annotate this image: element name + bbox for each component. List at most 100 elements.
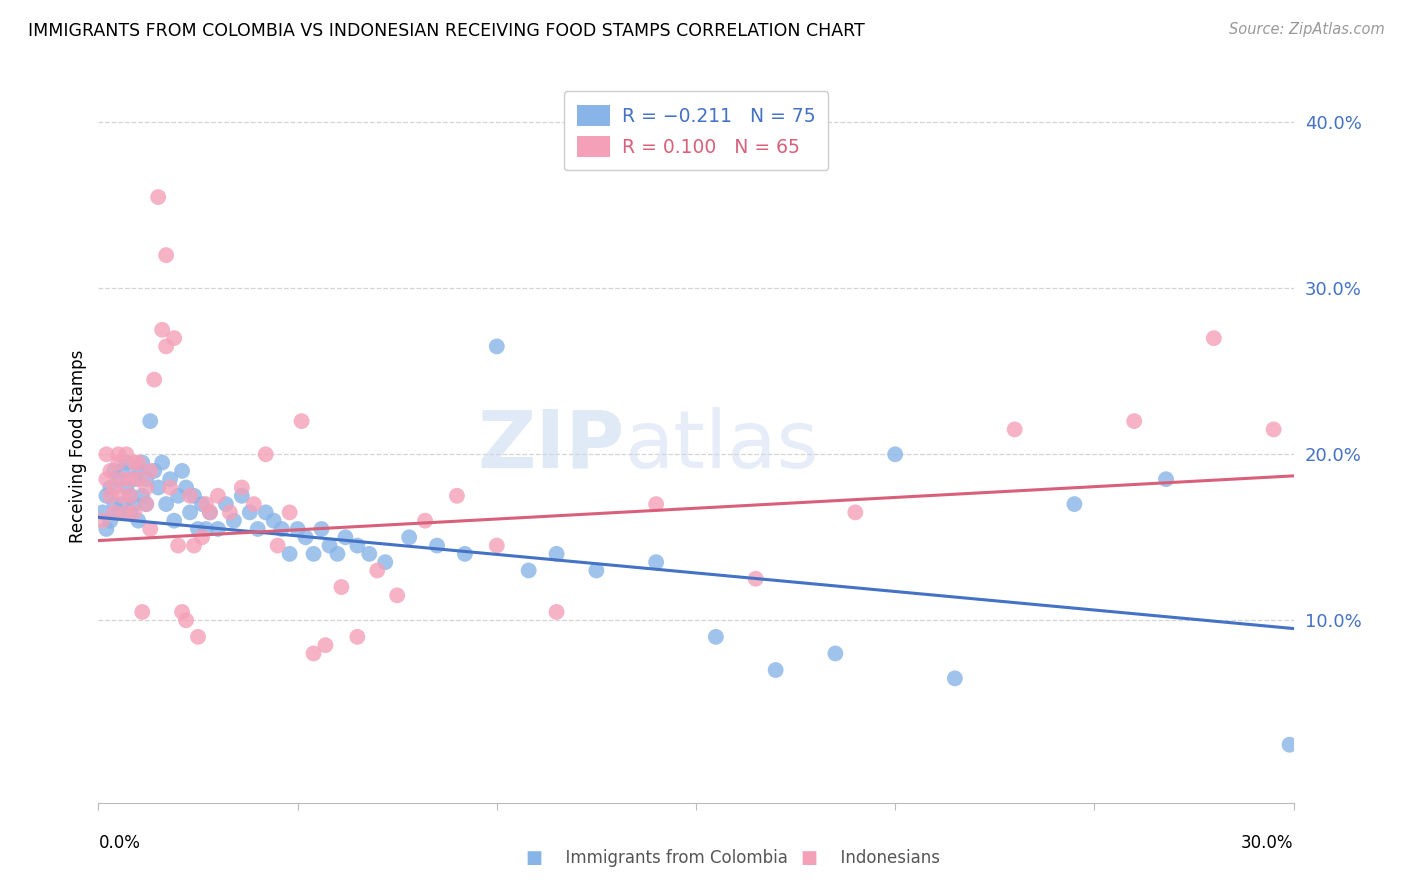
Point xyxy=(111,472,134,486)
Point xyxy=(346,630,368,644)
Point xyxy=(222,514,245,528)
Point xyxy=(254,505,277,519)
Point xyxy=(115,447,138,461)
Point xyxy=(163,514,186,528)
Y-axis label: Receiving Food Stamps: Receiving Food Stamps xyxy=(69,350,87,542)
Point xyxy=(517,564,540,578)
Point xyxy=(124,472,146,486)
Point xyxy=(844,505,866,519)
Point xyxy=(96,489,118,503)
Point xyxy=(1202,331,1225,345)
Point xyxy=(246,522,269,536)
Point xyxy=(366,564,388,578)
Point xyxy=(103,481,125,495)
Point xyxy=(103,505,125,519)
Point xyxy=(127,456,149,470)
Point xyxy=(315,638,337,652)
Point xyxy=(398,530,420,544)
Point xyxy=(413,514,436,528)
Point xyxy=(231,489,253,503)
Point xyxy=(96,447,118,461)
Point xyxy=(446,489,468,503)
Point xyxy=(115,456,138,470)
Point xyxy=(155,339,177,353)
Point xyxy=(207,522,229,536)
Point xyxy=(254,447,277,461)
Point xyxy=(120,489,142,503)
Point xyxy=(148,190,170,204)
Point xyxy=(120,489,142,503)
Point xyxy=(143,464,166,478)
Point xyxy=(326,547,349,561)
Point xyxy=(115,505,138,519)
Point xyxy=(96,522,118,536)
Point xyxy=(745,572,768,586)
Point xyxy=(103,464,125,478)
Point xyxy=(585,564,607,578)
Point xyxy=(346,539,368,553)
Point xyxy=(139,414,162,428)
Point xyxy=(330,580,353,594)
Point xyxy=(1154,472,1177,486)
Point xyxy=(131,489,153,503)
Point xyxy=(426,539,449,553)
Point xyxy=(302,547,325,561)
Point xyxy=(1063,497,1085,511)
Point xyxy=(546,605,568,619)
Point xyxy=(198,505,221,519)
Point xyxy=(148,481,170,495)
Point xyxy=(546,547,568,561)
Point xyxy=(107,447,129,461)
Point xyxy=(263,514,285,528)
Point xyxy=(124,505,146,519)
Point xyxy=(645,497,668,511)
Point xyxy=(174,481,197,495)
Point xyxy=(311,522,333,536)
Point xyxy=(150,456,173,470)
Point xyxy=(302,647,325,661)
Point xyxy=(198,505,221,519)
Point xyxy=(91,514,114,528)
Point xyxy=(172,464,194,478)
Point xyxy=(239,505,262,519)
Point xyxy=(159,481,181,495)
Point xyxy=(124,497,146,511)
Point xyxy=(150,323,173,337)
Point xyxy=(135,497,157,511)
Text: ZIP: ZIP xyxy=(477,407,624,485)
Point xyxy=(187,630,209,644)
Point xyxy=(107,456,129,470)
Point xyxy=(824,647,846,661)
Point xyxy=(183,489,205,503)
Point xyxy=(287,522,309,536)
Point xyxy=(172,605,194,619)
Point xyxy=(139,522,162,536)
Text: Immigrants from Colombia: Immigrants from Colombia xyxy=(555,849,789,867)
Point xyxy=(191,530,214,544)
Point xyxy=(135,481,157,495)
Point xyxy=(96,472,118,486)
Point xyxy=(98,481,122,495)
Point xyxy=(111,464,134,478)
Text: Indonesians: Indonesians xyxy=(830,849,939,867)
Point xyxy=(385,588,409,602)
Point xyxy=(1123,414,1146,428)
Point xyxy=(884,447,907,461)
Point xyxy=(318,539,340,553)
Point xyxy=(91,505,114,519)
Point xyxy=(127,514,149,528)
Text: 0.0%: 0.0% xyxy=(98,834,141,852)
Point xyxy=(1278,738,1301,752)
Point xyxy=(127,464,149,478)
Point xyxy=(107,505,129,519)
Point xyxy=(207,489,229,503)
Point xyxy=(179,505,201,519)
Point xyxy=(127,472,149,486)
Point xyxy=(174,613,197,627)
Point xyxy=(187,522,209,536)
Point xyxy=(107,472,129,486)
Point xyxy=(155,497,177,511)
Point xyxy=(183,539,205,553)
Point xyxy=(120,505,142,519)
Point xyxy=(124,456,146,470)
